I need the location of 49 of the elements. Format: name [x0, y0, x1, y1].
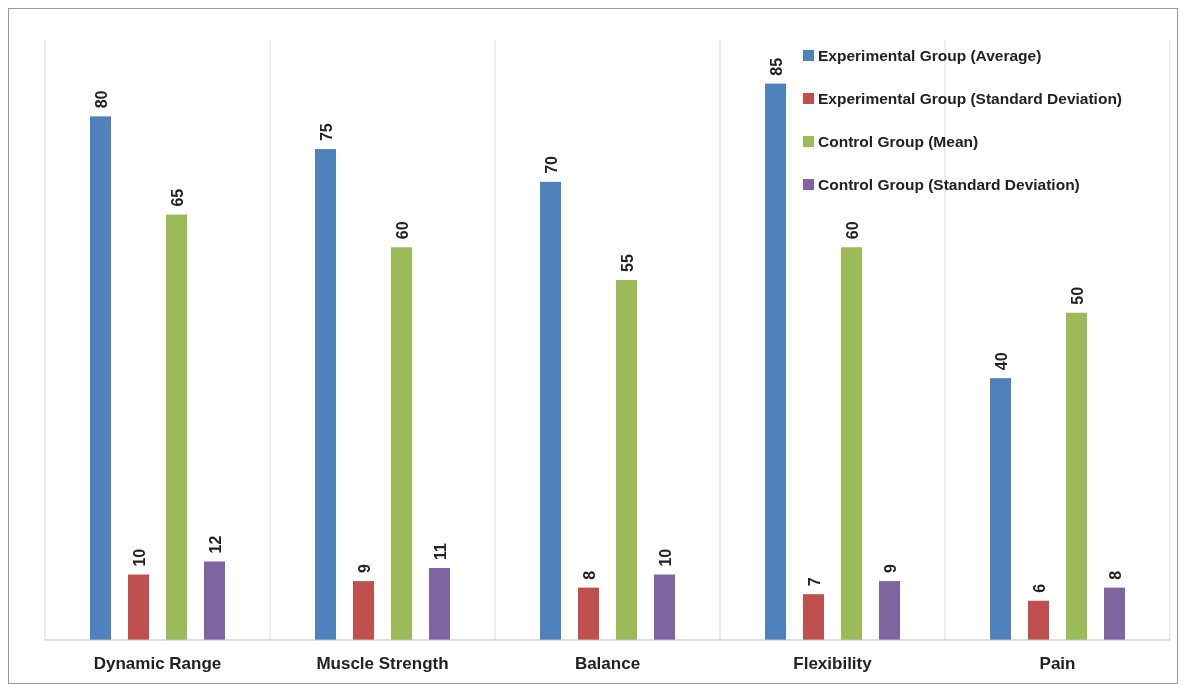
data-label: 60 — [393, 221, 411, 240]
x-tick-label: Balance — [574, 654, 641, 673]
data-label: 10 — [656, 548, 674, 567]
legend-label: Control Group (Standard Deviation) — [818, 176, 1080, 193]
data-label: 6 — [1030, 583, 1048, 593]
data-label: 55 — [618, 254, 636, 272]
x-tick-label: Pain — [1039, 654, 1076, 673]
data-label: 50 — [1068, 286, 1086, 305]
x-tick-label: Flexibility — [793, 654, 873, 673]
bar — [429, 568, 450, 640]
bar — [166, 214, 187, 640]
bar — [128, 574, 149, 640]
bar — [654, 574, 675, 640]
bar — [1066, 312, 1087, 640]
bar — [353, 581, 374, 640]
data-label: 9 — [355, 564, 373, 574]
data-label: 8 — [1106, 570, 1124, 580]
data-label: 8 — [580, 570, 598, 580]
bar — [803, 594, 824, 640]
data-label: 10 — [130, 548, 148, 567]
data-label: 65 — [168, 188, 186, 207]
data-label: 80 — [92, 90, 110, 109]
data-label: 40 — [992, 352, 1010, 371]
data-label: 75 — [317, 123, 335, 142]
bar — [879, 581, 900, 640]
bar — [765, 83, 786, 640]
bar — [578, 587, 599, 640]
bar — [540, 181, 561, 640]
legend-label: Control Group (Mean) — [818, 133, 979, 150]
x-tick-label: Muscle Strength — [316, 654, 449, 673]
bar — [90, 116, 111, 640]
data-label: 11 — [431, 542, 449, 560]
bar — [616, 280, 637, 640]
data-label: 60 — [843, 221, 861, 240]
bar — [841, 247, 862, 640]
legend-label: Experimental Group (Standard Deviation) — [818, 90, 1123, 107]
legend-label: Experimental Group (Average) — [818, 47, 1042, 64]
bar — [990, 378, 1011, 640]
data-label: 7 — [805, 577, 823, 587]
bar — [391, 247, 412, 640]
data-label: 9 — [881, 564, 899, 574]
bar — [315, 149, 336, 640]
bar — [1028, 600, 1049, 640]
bar — [1104, 587, 1125, 640]
data-label: 85 — [767, 57, 785, 76]
data-label: 70 — [542, 155, 560, 174]
data-label: 12 — [206, 535, 224, 554]
bar — [204, 561, 225, 640]
x-tick-label: Dynamic Range — [93, 654, 222, 673]
